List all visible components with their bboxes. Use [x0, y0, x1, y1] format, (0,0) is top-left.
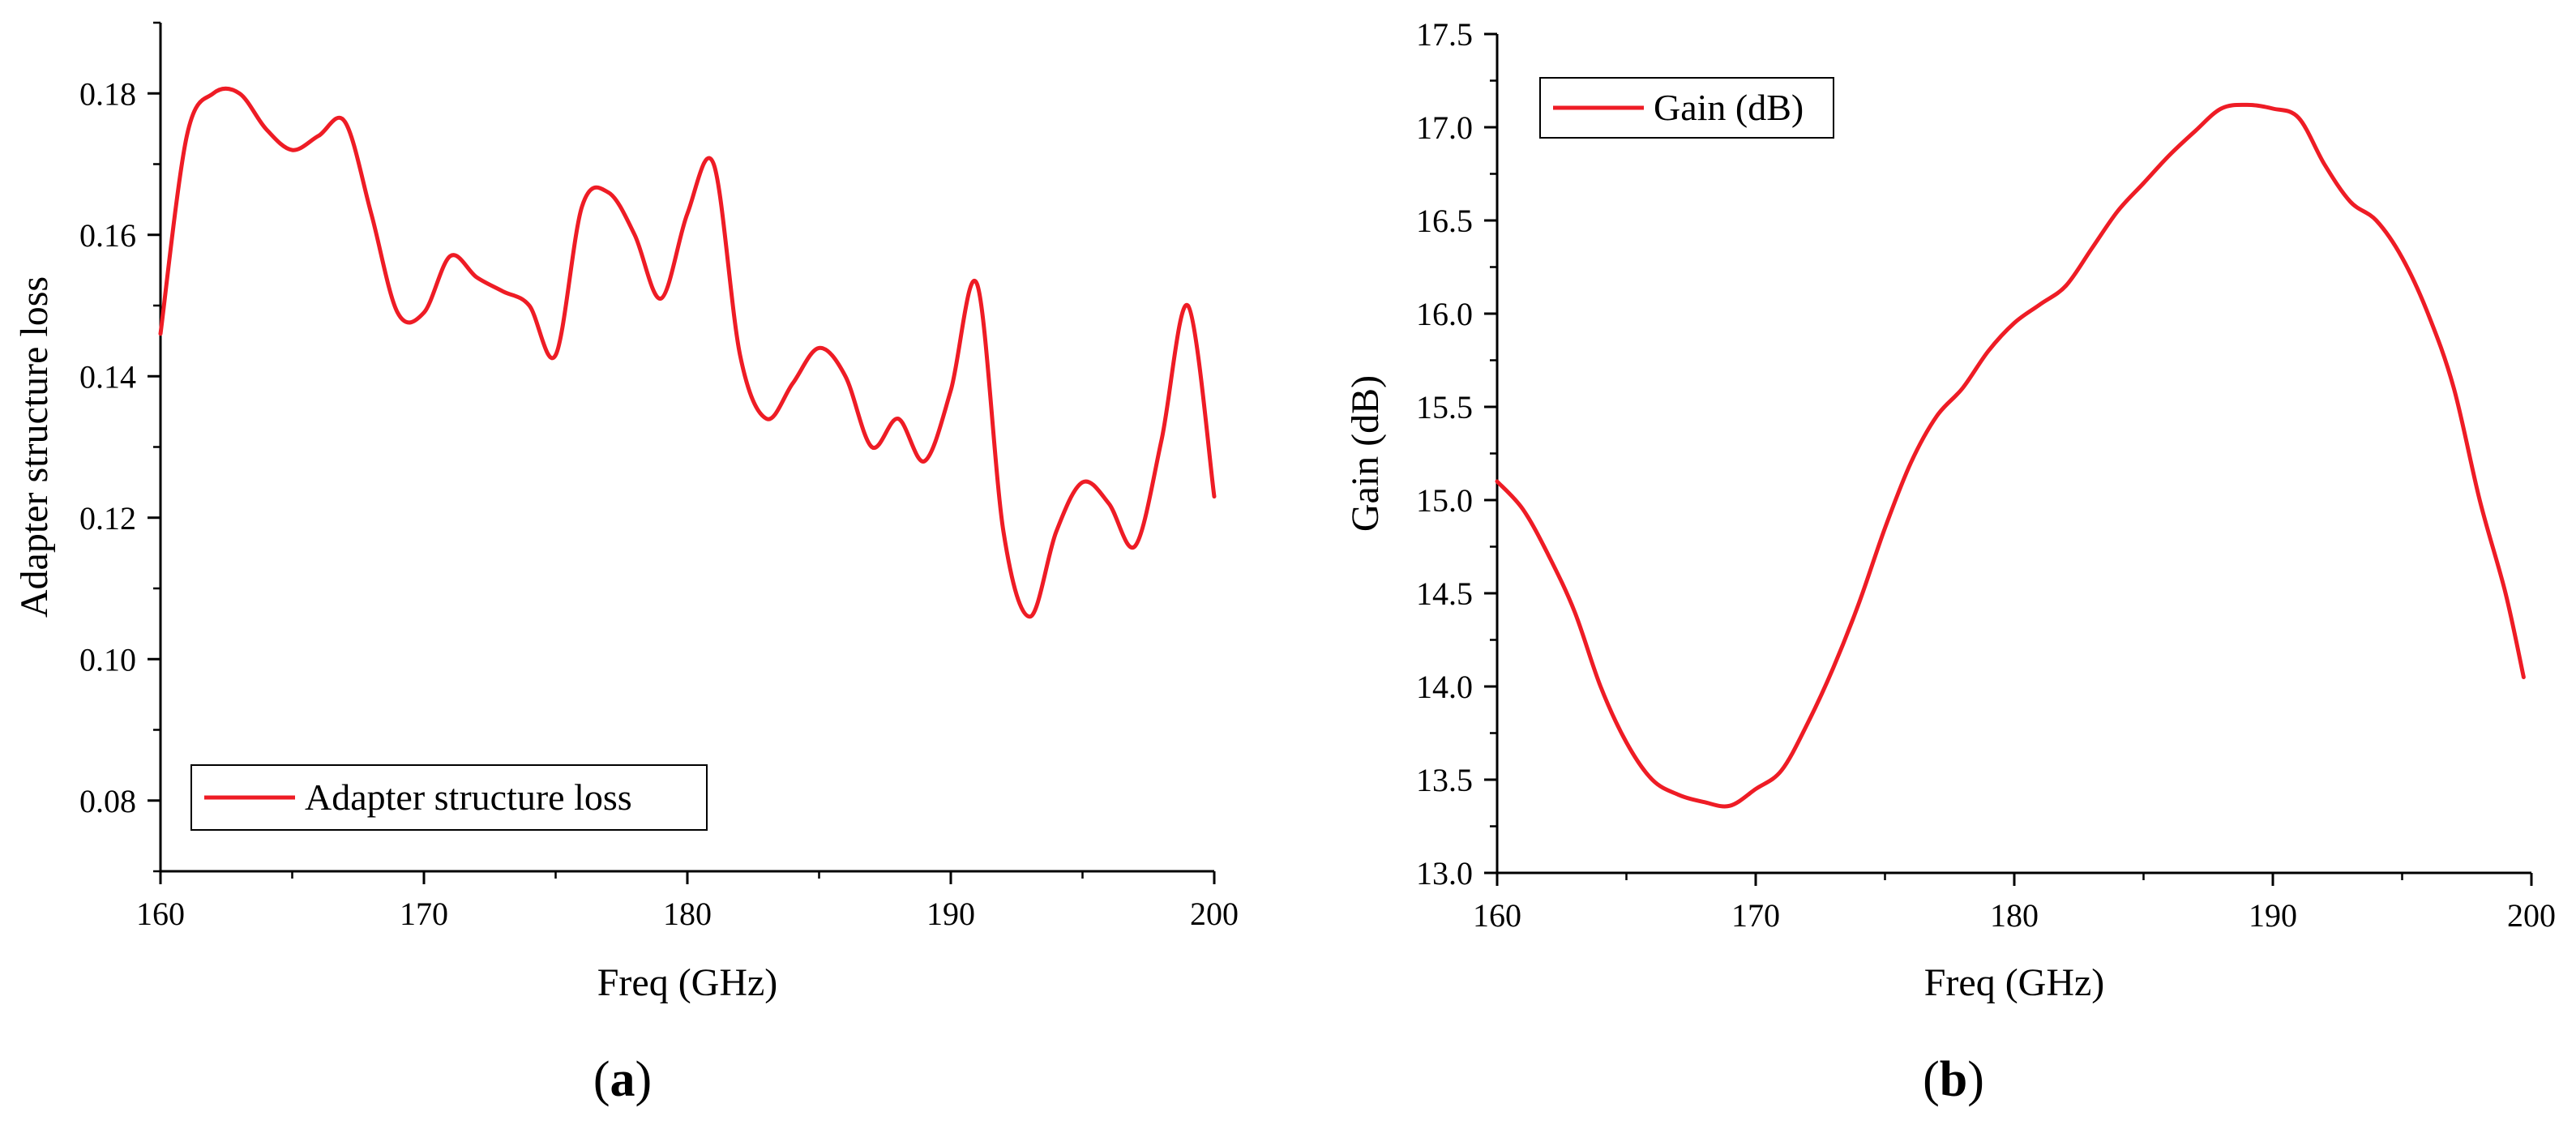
- panel-label-b: (b): [1923, 1052, 1984, 1107]
- x-tick-label: 170: [400, 896, 448, 932]
- y-tick-label: 14.0: [1416, 669, 1473, 705]
- y-tick-label: 0.12: [79, 500, 136, 537]
- panel-label-b-letter: b: [1940, 1052, 1967, 1107]
- chart-panel-b: 160 170 180 190 200 13.0 13.5 14.0 14.5 15.0 15.5 1…: [1344, 16, 2556, 1004]
- y-tick-label: 17.0: [1416, 109, 1473, 146]
- x-axis-title: Freq (GHz): [597, 961, 778, 1004]
- x-tick-label: 180: [663, 896, 712, 932]
- y-tick-label: 16.5: [1416, 203, 1473, 239]
- y-tick-label: 13.5: [1416, 762, 1473, 798]
- x-tick-label: 200: [1190, 896, 1239, 932]
- y-tick-label: 15.5: [1416, 389, 1473, 426]
- legend-label: Gain (dB): [1654, 87, 1804, 128]
- y-tick-label: 17.5: [1416, 16, 1473, 53]
- legend: Gain (dB): [1539, 77, 1834, 139]
- y-tick-label: 0.10: [79, 641, 136, 678]
- x-tick-label: 180: [1990, 897, 2039, 934]
- y-tick-label: 13.0: [1416, 855, 1473, 892]
- panel-label-a: (a): [593, 1052, 652, 1107]
- y-tick-label: 14.5: [1416, 575, 1473, 612]
- y-tick-label: 15.0: [1416, 482, 1473, 519]
- x-tick-label: 190: [2249, 897, 2297, 934]
- y-tick-label: 0.08: [79, 783, 136, 819]
- y-axis-title: Adapter structure loss: [13, 276, 56, 618]
- x-tick-label: 160: [1473, 897, 1521, 934]
- legend: Adapter structure loss: [190, 764, 708, 831]
- series-line: [1495, 102, 2526, 809]
- y-tick-label: 0.16: [79, 217, 136, 254]
- y-tick-label: 0.18: [79, 75, 136, 112]
- x-tick-label: 160: [136, 896, 185, 932]
- y-tick-label: 0.14: [79, 358, 136, 395]
- legend-label: Adapter structure loss: [305, 776, 632, 818]
- series-line: [158, 86, 1217, 619]
- y-axis-title: Gain (dB): [1344, 375, 1387, 532]
- x-axis-title: Freq (GHz): [1924, 961, 2105, 1004]
- y-tick-label: 16.0: [1416, 296, 1473, 332]
- panel-label-a-letter: a: [610, 1052, 635, 1107]
- chart-panel-a: 160 170 180 190 200 0.08 0.10 0.12 0.14 0.16 0.18 F…: [13, 21, 1239, 1004]
- x-tick-label: 190: [926, 896, 975, 932]
- x-tick-label: 200: [2507, 897, 2556, 934]
- x-tick-label: 170: [1731, 897, 1780, 934]
